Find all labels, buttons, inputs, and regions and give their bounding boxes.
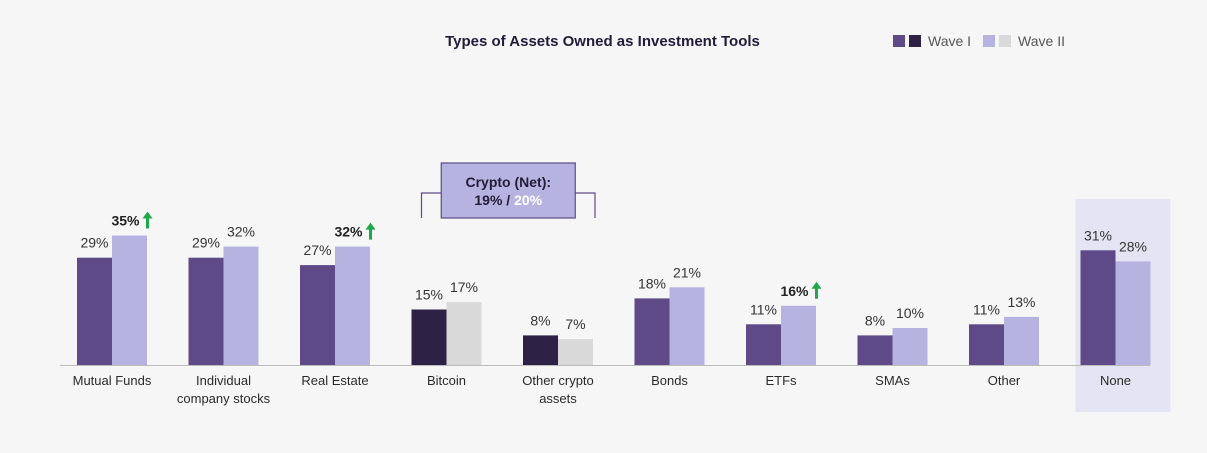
increase-arrow-icon-2 (365, 222, 376, 240)
bar-wave2-2 (335, 246, 370, 365)
value-label-wave1-7: 8% (865, 312, 885, 328)
value-label-wave1-2: 27% (303, 242, 331, 258)
category-label-9-0: None (1100, 373, 1131, 388)
value-label-wave1-0: 29% (80, 235, 108, 251)
legend-swatch-wave2-crypto (999, 35, 1012, 47)
value-label-wave1-6: 11% (750, 301, 777, 317)
crypto-annotation-values: 19% / 20% (474, 192, 542, 208)
crypto-net-separator: / (502, 192, 514, 208)
legend-swatch-wave2 (983, 35, 996, 47)
bar-wave2-1 (223, 246, 259, 365)
value-label-wave2-3: 17% (450, 279, 478, 295)
legend-item-wave2: Wave II (983, 33, 1065, 49)
crypto-net-wave1: 19% (474, 192, 503, 208)
category-label-2-0: Real Estate (301, 373, 368, 388)
value-label-wave1-3: 15% (415, 287, 443, 303)
value-label-wave2-1: 32% (227, 224, 255, 240)
bar-wave2-7 (892, 328, 928, 365)
crypto-annotation-title: Crypto (Net): (465, 174, 551, 190)
value-label-wave1-1: 29% (192, 235, 220, 251)
increase-arrow-icon-6 (811, 281, 822, 299)
category-label-3-0: Bitcoin (427, 373, 466, 388)
bar-wave1-6 (746, 324, 781, 365)
value-label-wave2-2: 32% (334, 224, 363, 240)
bar-wave2-4 (558, 339, 593, 365)
bar-wave1-4 (523, 335, 558, 365)
bar-wave1-1 (188, 257, 224, 365)
category-label-4-1: assets (539, 391, 577, 406)
bar-wave2-9 (1115, 261, 1151, 365)
category-label-5-0: Bonds (651, 373, 688, 388)
bar-wave2-5 (669, 287, 705, 365)
bar-wave1-7 (857, 335, 893, 365)
bar-wave2-6 (781, 305, 816, 365)
legend-swatch-wave1 (893, 35, 905, 47)
bar-wave2-3 (446, 302, 482, 365)
value-label-wave1-5: 18% (638, 275, 666, 291)
value-label-wave2-9: 28% (1119, 238, 1147, 254)
bar-wave2-8 (1004, 316, 1039, 365)
category-label-4-0: Other crypto (522, 373, 594, 388)
bar-wave1-0 (77, 257, 112, 365)
value-label-wave1-9: 31% (1084, 227, 1112, 243)
bar-wave1-2 (300, 265, 335, 365)
crypto-net-wave2: 20% (514, 192, 543, 208)
crypto-annotation-box (440, 162, 576, 219)
bar-wave1-8 (969, 324, 1004, 365)
category-label-0-0: Mutual Funds (73, 373, 152, 388)
value-label-wave1-4: 8% (530, 312, 550, 328)
value-label-wave1-8: 11% (973, 301, 1000, 317)
legend-label-wave2: Wave II (1018, 33, 1065, 49)
legend-item-wave1: Wave I (893, 33, 971, 49)
category-label-8-0: Other (988, 373, 1021, 388)
legend-label-wave1: Wave I (928, 33, 972, 49)
value-label-wave2-6: 16% (780, 283, 809, 299)
bar-wave1-9 (1080, 250, 1116, 365)
value-label-wave2-8: 13% (1007, 294, 1035, 310)
value-label-wave2-0: 35% (111, 213, 140, 229)
category-label-6-0: ETFs (765, 373, 797, 388)
category-label-1-0: Individual (196, 373, 251, 388)
legend: Wave I Wave II (893, 33, 1077, 49)
category-label-7-0: SMAs (875, 373, 910, 388)
bar-wave1-3 (411, 309, 447, 365)
chart-title: Types of Assets Owned as Investment Tool… (445, 33, 760, 50)
increase-arrow-icon-0 (142, 211, 153, 229)
value-label-wave2-5: 21% (673, 264, 701, 280)
legend-swatch-wave1-crypto (909, 35, 921, 47)
category-label-1-1: company stocks (177, 391, 271, 406)
bar-wave2-0 (112, 235, 147, 365)
bar-wave1-5 (634, 298, 670, 365)
value-label-wave2-7: 10% (896, 305, 924, 321)
value-label-wave2-4: 7% (565, 316, 585, 332)
